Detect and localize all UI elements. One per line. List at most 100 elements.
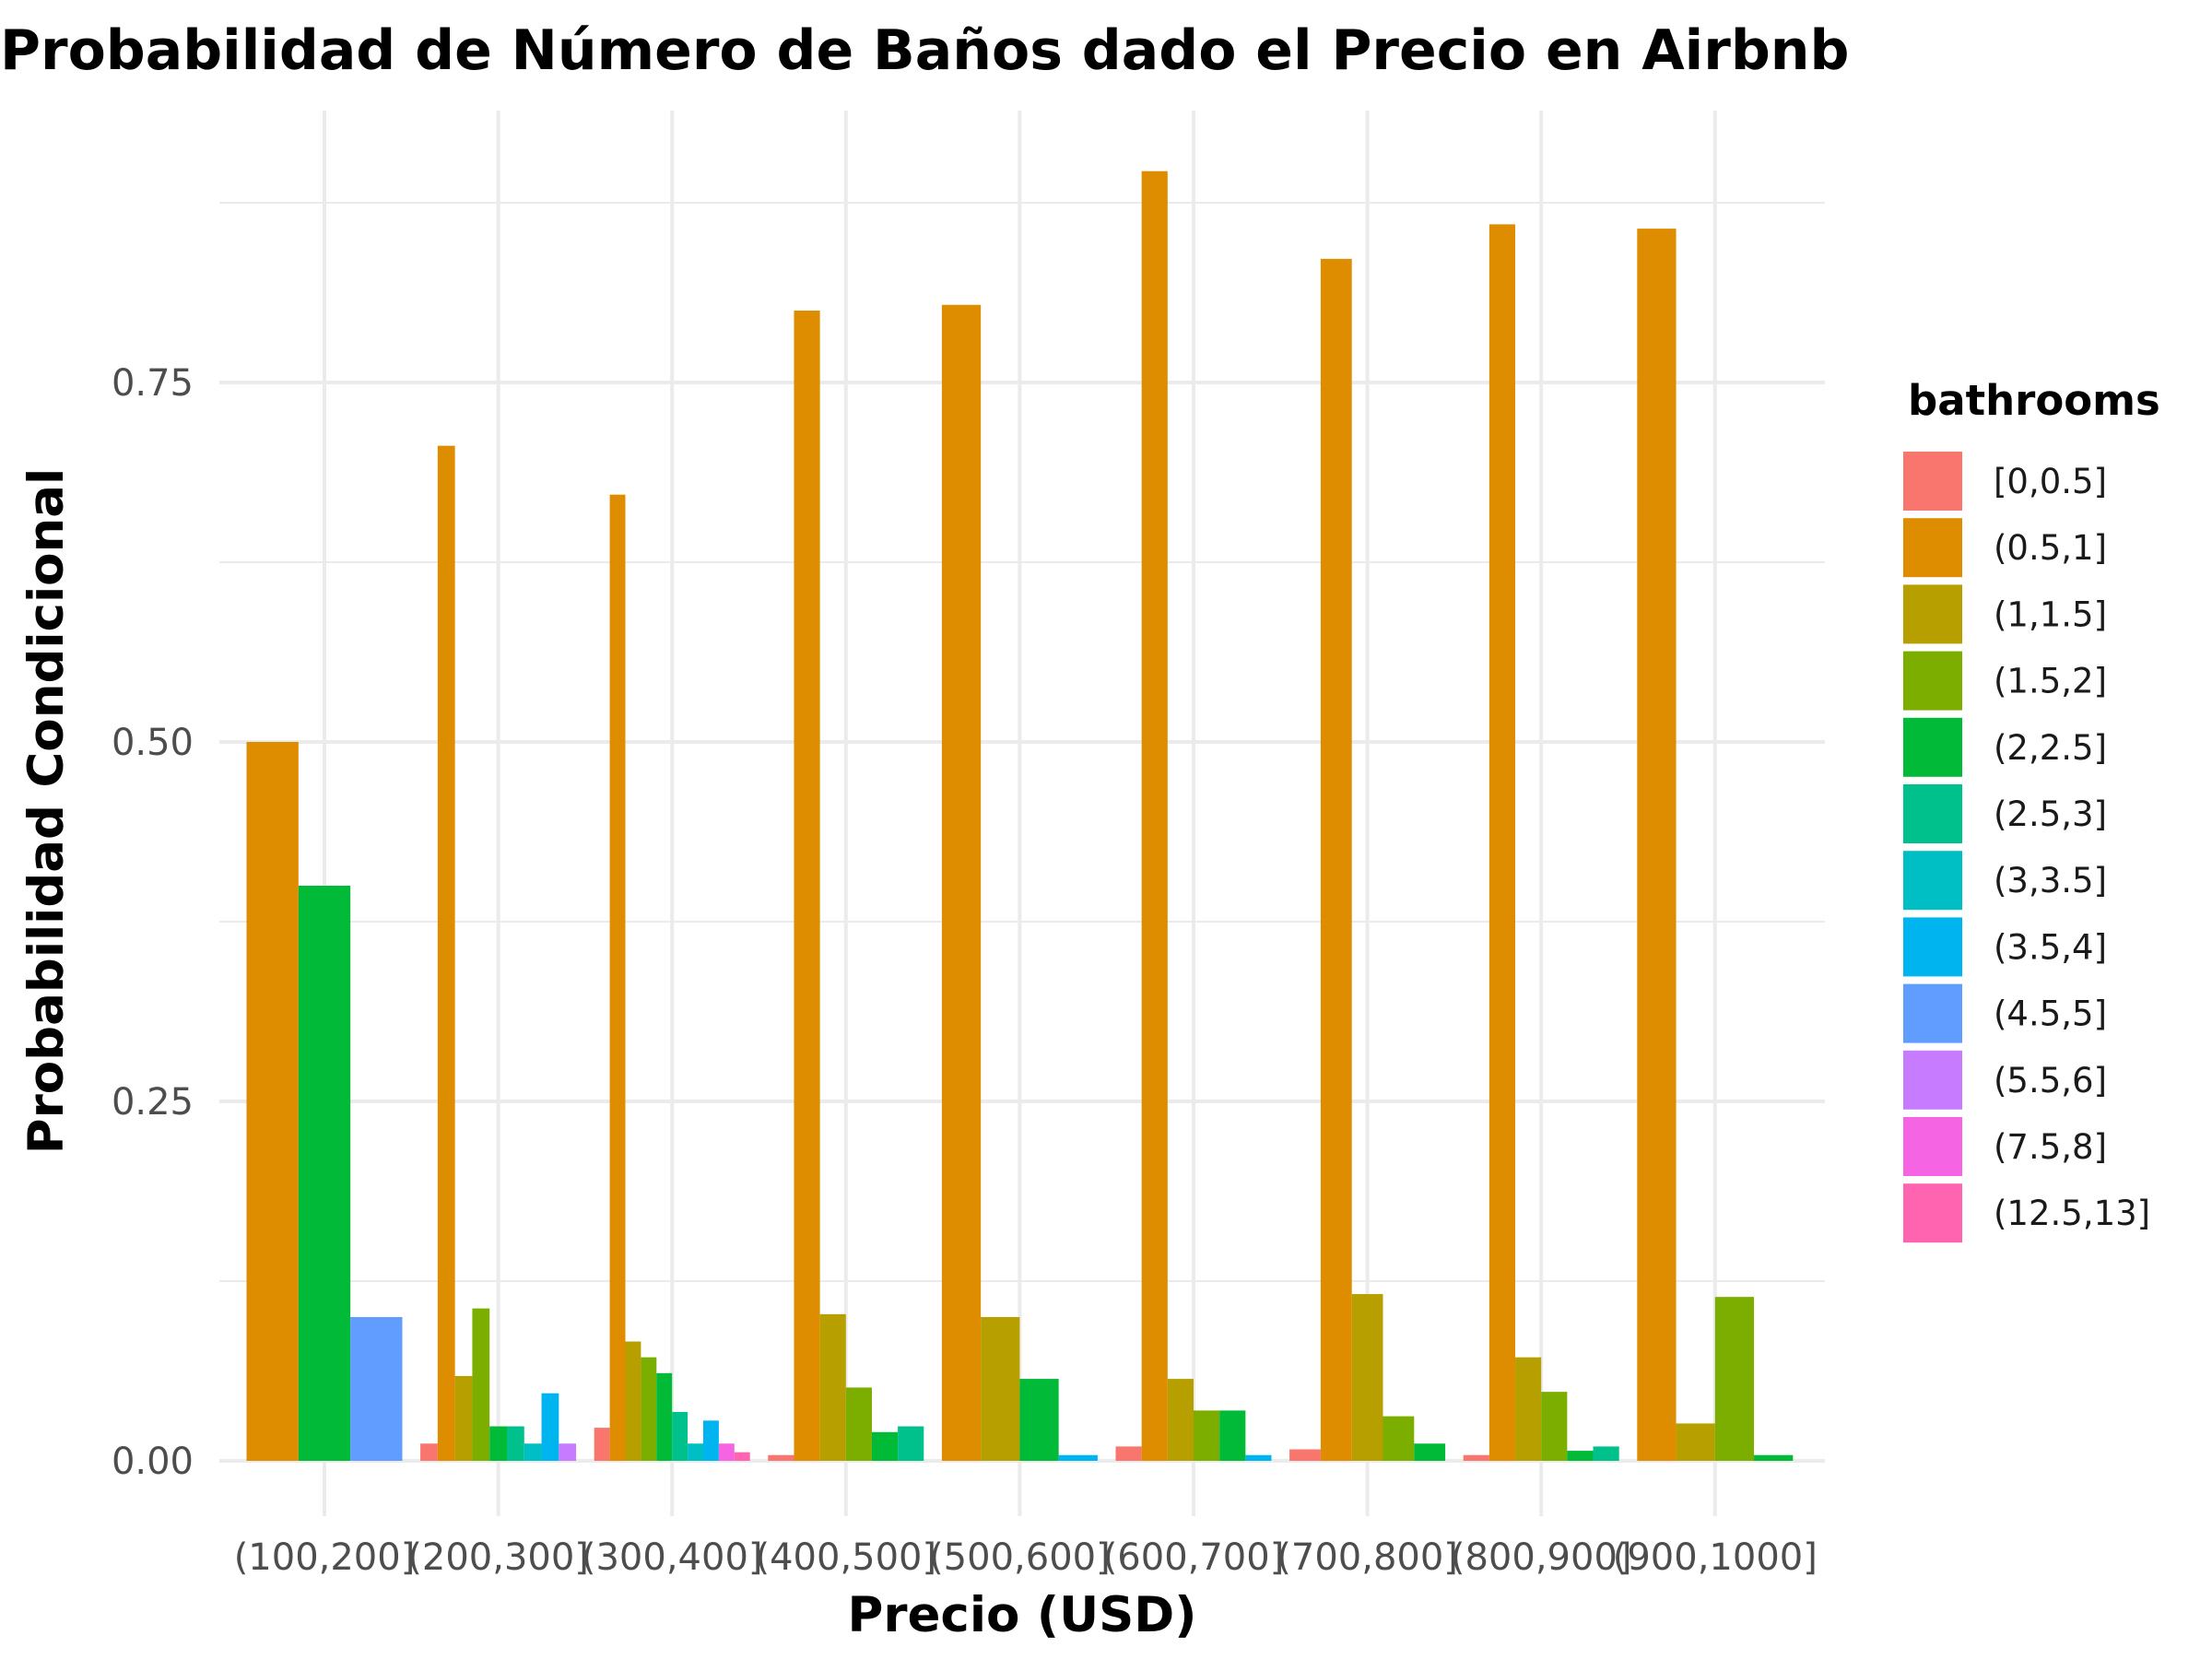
bar <box>298 886 351 1461</box>
bar <box>641 1357 657 1461</box>
bar <box>819 1313 846 1461</box>
bar <box>420 1443 438 1461</box>
bar <box>1463 1454 1489 1461</box>
x-axis-ticks: (100,200](200,300](300,400](400,500](500… <box>234 1536 1818 1579</box>
bar <box>1194 1410 1220 1461</box>
bar <box>1567 1451 1594 1461</box>
bar <box>541 1393 559 1461</box>
bar <box>1167 1379 1194 1461</box>
y-tick-label: 0.00 <box>112 1441 194 1483</box>
legend-swatch <box>1903 1050 1962 1110</box>
legend-label: (2.5,3] <box>1994 794 2107 834</box>
bar <box>768 1454 794 1461</box>
x-axis-title: Precio (USD) <box>847 1587 1196 1643</box>
legend-swatch <box>1903 717 1962 777</box>
bar <box>1754 1454 1794 1461</box>
y-tick-label: 0.75 <box>112 362 194 405</box>
bar <box>794 311 820 1461</box>
bar <box>656 1372 673 1461</box>
bar <box>734 1452 750 1461</box>
bar <box>1714 1297 1755 1461</box>
bar <box>1676 1423 1715 1461</box>
y-axis-title: Probabilidad Condicional <box>18 468 75 1154</box>
bar <box>871 1431 899 1461</box>
chart-title: Probabilidad de Número de Baños dado el … <box>0 18 1849 83</box>
x-tick-label: (800,900] <box>1451 1536 1632 1579</box>
legend-label: (1.5,2] <box>1994 662 2107 701</box>
bar <box>898 1426 924 1461</box>
bar <box>1637 229 1677 1462</box>
bar <box>350 1317 403 1461</box>
legend-swatch <box>1903 784 1962 843</box>
x-tick-label: (900,1000] <box>1613 1536 1818 1579</box>
bar <box>246 742 299 1461</box>
bar <box>941 304 982 1461</box>
bar <box>845 1387 872 1461</box>
bar <box>1058 1454 1098 1461</box>
legend-swatch <box>1903 917 1962 977</box>
x-tick-label: (100,200] <box>234 1536 416 1579</box>
bar <box>1515 1357 1542 1461</box>
legend-title: bathrooms <box>1908 376 2160 425</box>
bar <box>1593 1446 1619 1461</box>
legend-items: [0,0.5] (0.5,1] (1,1.5] (1.5,2] (2,2.5] (2.5,… <box>1903 452 2150 1243</box>
bar <box>625 1341 641 1461</box>
bar <box>524 1443 542 1461</box>
x-tick-label: (400,500] <box>755 1536 936 1579</box>
legend-label: (3.5,4] <box>1994 927 2107 967</box>
bars <box>246 171 1794 1462</box>
legend-swatch <box>1903 584 1962 644</box>
bar <box>1141 171 1168 1462</box>
bar <box>703 1420 719 1461</box>
bar <box>506 1426 524 1461</box>
bar <box>1019 1379 1059 1461</box>
bar <box>1382 1416 1415 1461</box>
bar <box>672 1411 688 1461</box>
x-tick-label: (600,700] <box>1103 1536 1285 1579</box>
legend-label: (3,3.5] <box>1994 861 2107 900</box>
legend-swatch <box>1903 518 1962 578</box>
bar <box>437 445 455 1461</box>
bar <box>1541 1392 1568 1461</box>
y-tick-label: 0.50 <box>112 722 194 764</box>
bar <box>454 1375 473 1461</box>
x-tick-label: (300,400] <box>582 1536 763 1579</box>
legend-label: (1,1.5] <box>1994 594 2107 634</box>
y-tick-label: 0.25 <box>112 1081 194 1124</box>
bar <box>1115 1446 1142 1461</box>
x-tick-label: (500,600] <box>929 1536 1111 1579</box>
bar <box>688 1443 703 1461</box>
bar <box>1219 1410 1246 1461</box>
legend-label: (4.5,5] <box>1994 994 2107 1034</box>
bar <box>1351 1294 1383 1461</box>
legend-label: [0,0.5] <box>1994 462 2107 501</box>
legend-label: (7.5,8] <box>1994 1127 2107 1167</box>
bar <box>472 1308 490 1461</box>
legend: bathrooms [0,0.5] (0.5,1] (1,1.5] (1.5,2] (2… <box>1903 376 2160 1243</box>
y-axis-ticks: 0.00 0.25 0.50 0.75 <box>112 362 194 1483</box>
bar <box>1289 1449 1321 1461</box>
legend-swatch <box>1903 1117 1962 1176</box>
legend-swatch <box>1903 452 1962 511</box>
bar <box>489 1426 507 1461</box>
legend-label: (2,2.5] <box>1994 728 2107 768</box>
bar <box>1245 1454 1272 1461</box>
legend-swatch <box>1903 983 1962 1043</box>
bar <box>981 1317 1020 1461</box>
bar <box>609 494 626 1462</box>
bar <box>594 1428 610 1461</box>
bar <box>1414 1443 1446 1461</box>
bar <box>559 1443 577 1461</box>
legend-label: (0.5,1] <box>1994 528 2107 568</box>
x-tick-label: (200,300] <box>407 1536 589 1579</box>
legend-swatch <box>1903 1183 1962 1243</box>
legend-label: (12.5,13] <box>1994 1194 2150 1233</box>
grid-lines <box>219 111 1825 1516</box>
legend-label: (5.5,6] <box>1994 1061 2107 1100</box>
bar <box>1488 224 1516 1461</box>
bar <box>1320 258 1352 1462</box>
bar <box>718 1443 735 1461</box>
x-tick-label: (700,800] <box>1277 1536 1458 1579</box>
legend-swatch <box>1903 651 1962 711</box>
